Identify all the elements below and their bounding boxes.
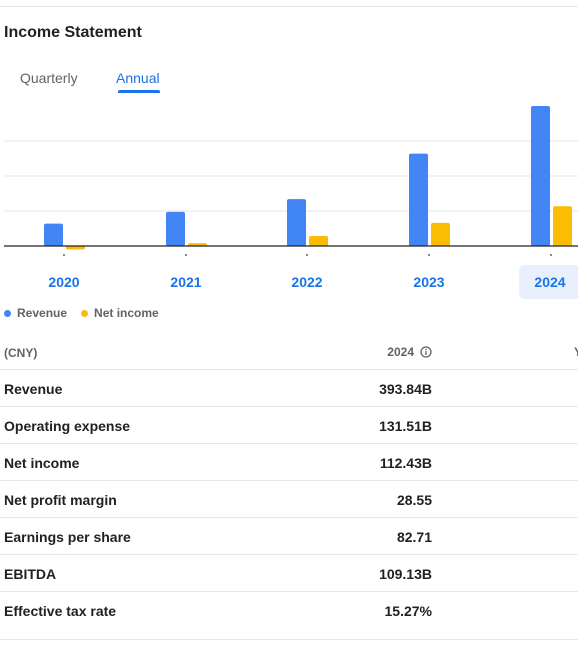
row-value: 15.27%: [384, 603, 432, 619]
row-label: Net income: [4, 455, 80, 471]
x-tick-2022: [306, 254, 308, 256]
year-2024-button[interactable]: 2024: [519, 265, 578, 299]
tab-annual-indicator: [118, 90, 160, 93]
x-tick-2024: [550, 254, 552, 256]
revenue-bar-2022: [287, 199, 306, 246]
revenue-bar-2020: [44, 223, 63, 246]
tab-annual[interactable]: Annual: [116, 70, 160, 86]
table-row: Net income 112.43B: [0, 444, 578, 481]
year-2022-button[interactable]: 2022: [291, 274, 323, 290]
financial-table: (CNY) 2024 Y Revenue 393.84B Operating e…: [0, 334, 578, 628]
legend-net-income-label: Net income: [94, 306, 159, 320]
table-row: Operating expense 131.51B: [0, 407, 578, 444]
currency-label: (CNY): [4, 346, 38, 360]
x-tick-2021: [185, 254, 187, 256]
revenue-bar-2023: [409, 153, 428, 246]
table-row: Net profit margin 28.55: [0, 481, 578, 518]
revenue-bar-2024: [531, 106, 550, 246]
row-value: 82.71: [396, 529, 432, 545]
x-tick-2020: [63, 254, 65, 256]
legend-net-income: Net income: [81, 306, 159, 320]
info-icon[interactable]: [420, 346, 432, 358]
column-year-header: 2024: [387, 345, 432, 359]
net-income-dot-icon: [81, 309, 89, 317]
revenue-dot-icon: [4, 309, 11, 317]
year-2021-button[interactable]: 2021: [170, 274, 202, 290]
net-income-bar-2022: [309, 236, 328, 246]
income-bar-chart: [4, 106, 578, 256]
row-value: 109.13B: [379, 566, 432, 582]
row-value: 112.43B: [379, 455, 432, 471]
table-row: EBITDA 109.13B: [0, 555, 578, 592]
top-divider: [0, 6, 578, 7]
row-label: EBITDA: [4, 566, 57, 582]
section-title: Income Statement: [4, 24, 142, 41]
table-header: (CNY) 2024 Y: [0, 334, 578, 370]
net-income-bar-2024: [553, 206, 572, 246]
year-2020-button[interactable]: 2020: [48, 274, 80, 290]
net-income-bar-2021: [188, 243, 207, 246]
table-row: Effective tax rate 15.27%: [0, 592, 578, 628]
chart-legend: Revenue Net income: [4, 306, 159, 320]
revenue-bar-2021: [166, 211, 185, 246]
table-row: Revenue 393.84B: [0, 370, 578, 407]
row-label: Net profit margin: [4, 492, 117, 508]
net-income-bar-2023: [431, 222, 450, 246]
column-year-label: 2024: [387, 345, 414, 359]
year-2023-button[interactable]: 2023: [413, 274, 445, 290]
x-tick-2023: [428, 254, 430, 256]
legend-revenue: Revenue: [4, 306, 67, 320]
legend-revenue-label: Revenue: [17, 306, 68, 320]
row-value: 28.55: [396, 492, 432, 508]
next-column-header: Y: [574, 345, 578, 359]
row-value: 131.51B: [379, 418, 432, 434]
tab-quarterly[interactable]: Quarterly: [20, 70, 78, 86]
row-label: Revenue: [4, 381, 63, 397]
row-value: 393.84B: [379, 381, 432, 397]
row-label: Operating expense: [4, 418, 131, 434]
table-row: Earnings per share 82.71: [0, 518, 578, 555]
row-label: Earnings per share: [4, 529, 131, 545]
net-income-bar-2020: [66, 246, 85, 250]
row-label: Effective tax rate: [4, 603, 117, 619]
bottom-divider: [0, 639, 578, 640]
